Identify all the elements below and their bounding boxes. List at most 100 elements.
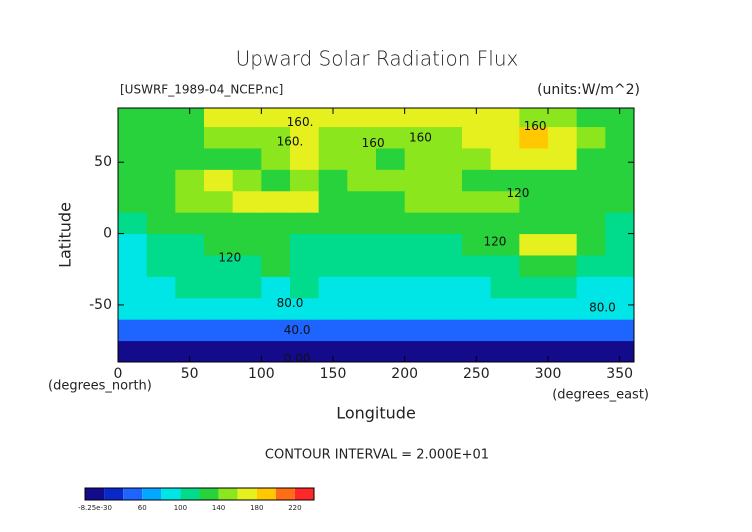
field-cell <box>204 297 234 320</box>
field-cell <box>318 276 348 299</box>
field-cell <box>605 147 634 170</box>
field-cell <box>490 233 520 256</box>
field-cell <box>118 126 148 149</box>
contour-label: 120 <box>218 250 241 264</box>
field-cell <box>318 190 348 213</box>
field-cell <box>204 254 234 277</box>
field-cell <box>576 126 606 149</box>
field-cell <box>146 319 176 342</box>
field-cell <box>490 108 520 128</box>
field-cell <box>376 108 406 128</box>
field-cell <box>146 340 176 362</box>
field-cell <box>290 319 320 342</box>
field-cell <box>605 297 634 320</box>
field-cell <box>318 108 348 128</box>
contour-label: 160 <box>362 136 385 150</box>
field-cell <box>290 126 320 149</box>
field-cell <box>204 276 234 299</box>
field-cell <box>462 190 492 213</box>
x-tick-label: 250 <box>463 366 490 382</box>
field-cell <box>462 340 492 362</box>
field-cell <box>490 297 520 320</box>
field-cell <box>347 340 377 362</box>
field-cell <box>433 297 463 320</box>
field-cell <box>118 108 148 128</box>
colorbar-swatch <box>161 488 181 500</box>
contour-label: 160 <box>524 119 547 133</box>
field-cell <box>175 169 205 192</box>
field-cell <box>318 233 348 256</box>
field-cell <box>462 147 492 170</box>
field-cell <box>146 254 176 277</box>
field-cell <box>433 108 463 128</box>
field-cell <box>347 108 377 128</box>
x-tick-label: 0 <box>114 366 123 382</box>
field-cell <box>433 276 463 299</box>
colorbar-label: -8.25e-30 <box>78 504 112 512</box>
field-cell <box>548 233 578 256</box>
field-cell <box>146 108 176 128</box>
contour-label: 0.00 <box>284 352 311 366</box>
field-cell <box>548 190 578 213</box>
x-axis-label: Longitude <box>336 404 416 423</box>
field-cell <box>261 108 291 128</box>
contour-interval: CONTOUR INTERVAL = 2.000E+01 <box>265 448 489 463</box>
field-cell <box>404 169 434 192</box>
field-cell <box>175 319 205 342</box>
field-cell <box>404 319 434 342</box>
field-cell <box>576 147 606 170</box>
field-cell <box>433 212 463 235</box>
field-cell <box>146 147 176 170</box>
field-cell <box>548 212 578 235</box>
colorbar-swatch <box>237 488 257 500</box>
field-cell <box>290 276 320 299</box>
field-cell <box>347 126 377 149</box>
field-cell <box>605 108 634 128</box>
field-cell <box>204 108 234 128</box>
field-cell <box>118 190 148 213</box>
field-cell <box>404 254 434 277</box>
field-cell <box>347 233 377 256</box>
field-cell <box>318 319 348 342</box>
y-tick-label: 0 <box>103 226 112 242</box>
field-cell <box>490 126 520 149</box>
field-cell <box>118 297 148 320</box>
field-cell <box>605 126 634 149</box>
field-cell <box>605 190 634 213</box>
field-cell <box>519 108 549 128</box>
field-cell <box>232 276 262 299</box>
field-cell <box>605 212 634 235</box>
field-cell <box>404 212 434 235</box>
field-cell <box>462 212 492 235</box>
field-cell <box>261 319 291 342</box>
field-cell <box>605 276 634 299</box>
colorbar-swatch <box>123 488 143 500</box>
field-cell <box>118 169 148 192</box>
colorbar-swatch <box>256 488 276 500</box>
field-cell <box>490 340 520 362</box>
units-label: (units:W/m^2) <box>537 82 640 98</box>
field-cell <box>146 233 176 256</box>
field-cell <box>118 233 148 256</box>
field-cell <box>433 319 463 342</box>
contour-label: 120 <box>506 186 529 200</box>
field-cell <box>519 169 549 192</box>
field-cell <box>490 276 520 299</box>
field-cell <box>146 297 176 320</box>
field-cell <box>347 212 377 235</box>
field-cell <box>433 169 463 192</box>
x-unit-label: (degrees_east) <box>552 388 649 403</box>
colorbar-swatch <box>199 488 219 500</box>
field-cell <box>376 233 406 256</box>
field-cell <box>404 233 434 256</box>
field-cell <box>347 297 377 320</box>
field-cell <box>318 126 348 149</box>
field-cell <box>605 254 634 277</box>
field-cell <box>175 254 205 277</box>
field-cell <box>175 108 205 128</box>
field-cell <box>462 108 492 128</box>
field-cell <box>605 340 634 362</box>
field-cell <box>318 147 348 170</box>
field-cell <box>519 340 549 362</box>
field-cell <box>347 169 377 192</box>
